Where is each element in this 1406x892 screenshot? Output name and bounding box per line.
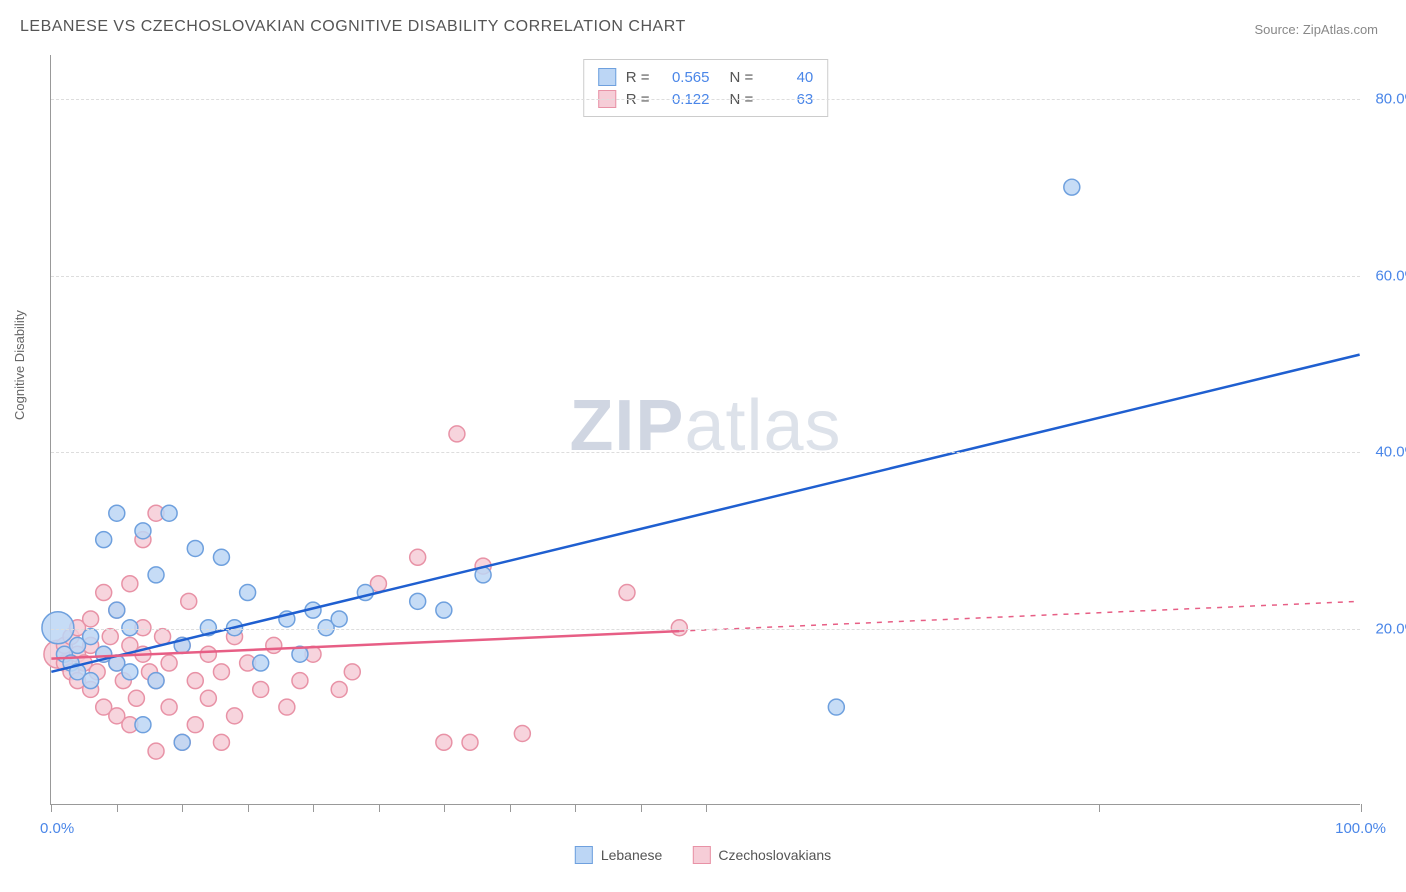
data-point (161, 655, 177, 671)
x-tick (510, 804, 511, 812)
x-tick (575, 804, 576, 812)
data-point (227, 708, 243, 724)
regression-line (51, 355, 1359, 672)
data-point (122, 576, 138, 592)
y-axis-label: Cognitive Disability (12, 310, 27, 420)
data-point (279, 699, 295, 715)
data-point (96, 532, 112, 548)
data-point (83, 673, 99, 689)
legend-swatch (598, 68, 616, 86)
data-point (83, 611, 99, 627)
data-point (187, 673, 203, 689)
legend-series: Lebanese Czechoslovakians (575, 846, 831, 864)
x-tick (641, 804, 642, 812)
data-point (213, 734, 229, 750)
x-tick (706, 804, 707, 812)
y-tick-label: 60.0% (1375, 267, 1406, 284)
data-point (619, 585, 635, 601)
data-point (410, 549, 426, 565)
legend-n-label: N = (730, 69, 754, 86)
data-point (292, 673, 308, 689)
legend-series-label: Czechoslovakians (718, 847, 831, 863)
data-point (181, 593, 197, 609)
scatter-svg (51, 55, 1360, 804)
x-tick (444, 804, 445, 812)
data-point (266, 637, 282, 653)
gridline (51, 452, 1360, 453)
y-tick-label: 40.0% (1375, 444, 1406, 461)
data-point (109, 602, 125, 618)
x-tick (51, 804, 52, 812)
x-tick (313, 804, 314, 812)
legend-r-label: R = (626, 69, 650, 86)
legend-stats: R = 0.565 N = 40 R = 0.122 N = 63 (583, 59, 829, 117)
data-point (174, 734, 190, 750)
data-point (148, 567, 164, 583)
data-point (514, 726, 530, 742)
x-tick (117, 804, 118, 812)
legend-r-value: 0.565 (660, 69, 710, 86)
gridline (51, 629, 1360, 630)
x-tick (182, 804, 183, 812)
data-point (1064, 179, 1080, 195)
x-tick (1099, 804, 1100, 812)
data-point (213, 549, 229, 565)
data-point (122, 664, 138, 680)
data-point (109, 505, 125, 521)
data-point (410, 593, 426, 609)
data-point (344, 664, 360, 680)
legend-series-label: Lebanese (601, 847, 663, 863)
data-point (449, 426, 465, 442)
gridline (51, 99, 1360, 100)
legend-swatch (692, 846, 710, 864)
plot-area: ZIPatlas R = 0.565 N = 40 R = 0.122 N = … (50, 55, 1360, 805)
x-tick (1361, 804, 1362, 812)
data-point (253, 681, 269, 697)
data-point (161, 505, 177, 521)
data-point (148, 673, 164, 689)
y-tick-label: 80.0% (1375, 91, 1406, 108)
y-tick-label: 20.0% (1375, 620, 1406, 637)
data-point (96, 585, 112, 601)
data-point (187, 540, 203, 556)
legend-series-item: Lebanese (575, 846, 663, 864)
x-max-label: 100.0% (1335, 820, 1386, 837)
chart-title: LEBANESE VS CZECHOSLOVAKIAN COGNITIVE DI… (20, 18, 686, 36)
data-point (102, 629, 118, 645)
x-tick (248, 804, 249, 812)
gridline (51, 276, 1360, 277)
data-point (161, 699, 177, 715)
legend-series-item: Czechoslovakians (692, 846, 831, 864)
legend-n-value: 40 (763, 69, 813, 86)
data-point (253, 655, 269, 671)
x-origin-label: 0.0% (40, 820, 74, 837)
data-point (187, 717, 203, 733)
data-point (331, 611, 347, 627)
data-point (155, 629, 171, 645)
legend-swatch (575, 846, 593, 864)
data-point (135, 523, 151, 539)
data-point (200, 646, 216, 662)
source-label: Source: ZipAtlas.com (1254, 22, 1378, 37)
data-point (200, 690, 216, 706)
data-point (83, 629, 99, 645)
data-point (135, 717, 151, 733)
legend-stat-row: R = 0.565 N = 40 (598, 66, 814, 88)
data-point (240, 585, 256, 601)
data-point (148, 743, 164, 759)
data-point (436, 602, 452, 618)
x-tick (379, 804, 380, 812)
regression-line-dashed (679, 601, 1359, 631)
data-point (436, 734, 452, 750)
data-point (331, 681, 347, 697)
data-point (462, 734, 478, 750)
data-point (213, 664, 229, 680)
data-point (128, 690, 144, 706)
data-point (828, 699, 844, 715)
